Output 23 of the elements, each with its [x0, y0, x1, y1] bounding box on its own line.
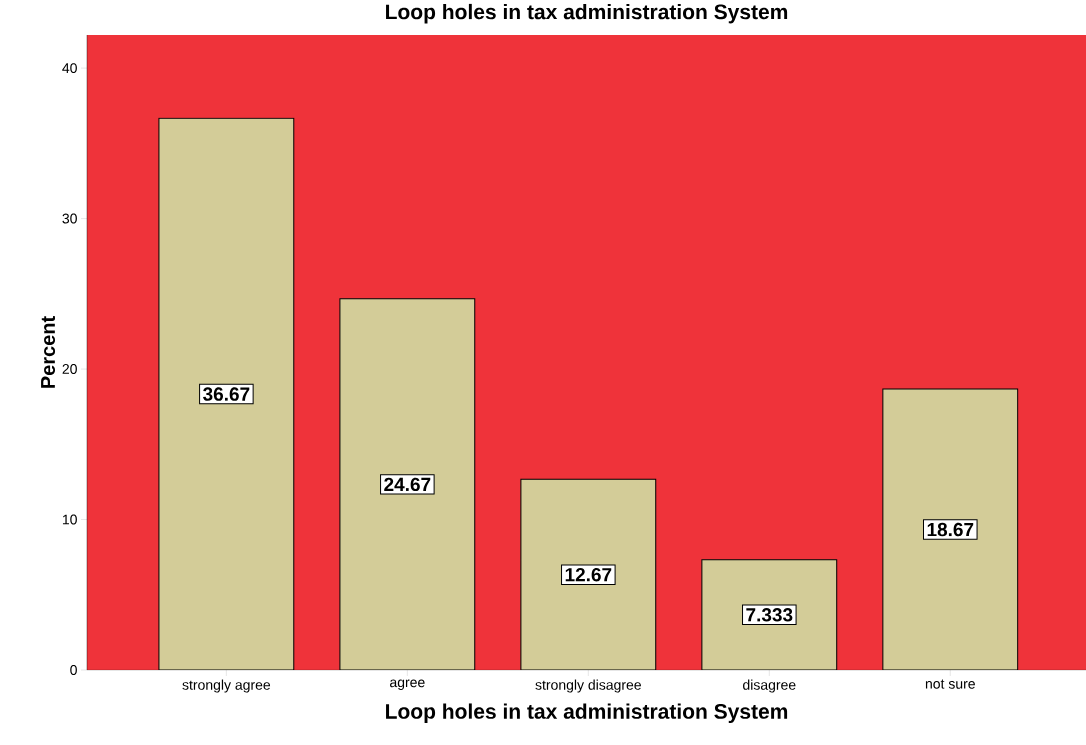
- y-tick-label: 10: [62, 514, 77, 525]
- bar: [701, 559, 838, 670]
- x-tick-label: strongly disagree: [535, 679, 641, 693]
- bar: [158, 117, 295, 670]
- bar: [520, 478, 657, 670]
- data-label: 12.67: [565, 567, 612, 582]
- data-label: 24.67: [384, 477, 431, 492]
- chart-title: Loop holes in tax administration System: [386, 3, 788, 24]
- data-label: 36.67: [203, 387, 250, 401]
- y-tick-label: 20: [62, 364, 77, 375]
- bar: [882, 388, 1019, 670]
- y-tick-label: 30: [62, 213, 77, 224]
- data-label: 18.67: [927, 522, 974, 537]
- y-tick-label: 0: [70, 665, 77, 675]
- x-tick-label: strongly agree: [182, 679, 271, 693]
- data-label: 7.333: [746, 608, 793, 622]
- x-axis-title: Loop holes in tax administration System: [386, 703, 788, 724]
- bar: [339, 298, 476, 670]
- x-tick-label: not sure: [925, 679, 975, 689]
- y-tick-label: 40: [62, 63, 77, 74]
- y-axis-title: Percent: [41, 316, 56, 388]
- x-tick-label: disagree: [743, 679, 796, 693]
- x-tick-label: agree: [390, 679, 425, 690]
